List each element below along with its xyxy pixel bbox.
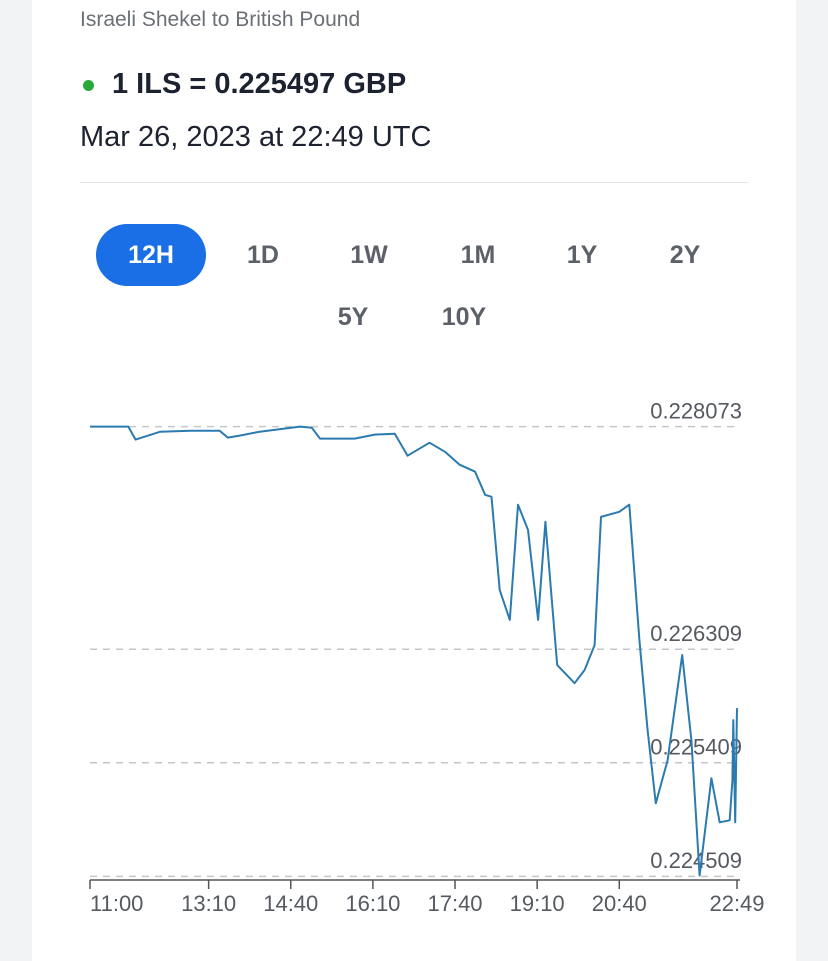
y-tick-label: 0.228073 <box>650 398 742 423</box>
x-tick-label: 13:10 <box>181 891 236 916</box>
range-button[interactable]: 1M <box>460 241 496 269</box>
range-button[interactable]: 1D <box>247 241 279 269</box>
x-tick-label: 20:40 <box>592 891 647 916</box>
range-button[interactable]: 2Y <box>669 241 701 269</box>
x-tick-label: 14:40 <box>263 891 318 916</box>
y-tick-label: 0.226309 <box>650 621 742 646</box>
range-button[interactable]: 12H <box>96 224 206 286</box>
x-tick-label: 16:10 <box>345 891 400 916</box>
range-button[interactable]: 1Y <box>566 241 598 269</box>
live-dot <box>83 80 94 91</box>
x-tick-label: 11:00 <box>90 891 143 916</box>
divider <box>80 182 748 183</box>
timestamp: Mar 26, 2023 at 22:49 UTC <box>80 121 432 153</box>
range-button[interactable]: 10Y <box>441 303 487 331</box>
rate: 1 ILS = 0.225497 GBP <box>112 68 407 100</box>
y-tick-label: 0.225409 <box>650 735 742 760</box>
x-tick-label: 17:40 <box>427 891 482 916</box>
price-line <box>90 425 738 877</box>
subtitle: Israeli Shekel to British Pound <box>80 8 361 31</box>
card: Israeli Shekel to British Pound 1 ILS = … <box>32 0 796 961</box>
range-button[interactable]: 1W <box>350 241 388 269</box>
range-button[interactable]: 5Y <box>337 303 369 331</box>
x-tick-label: 19:10 <box>510 891 565 916</box>
y-tick-label: 0.224509 <box>650 848 742 873</box>
x-tick-label: 22:49 <box>709 891 764 916</box>
